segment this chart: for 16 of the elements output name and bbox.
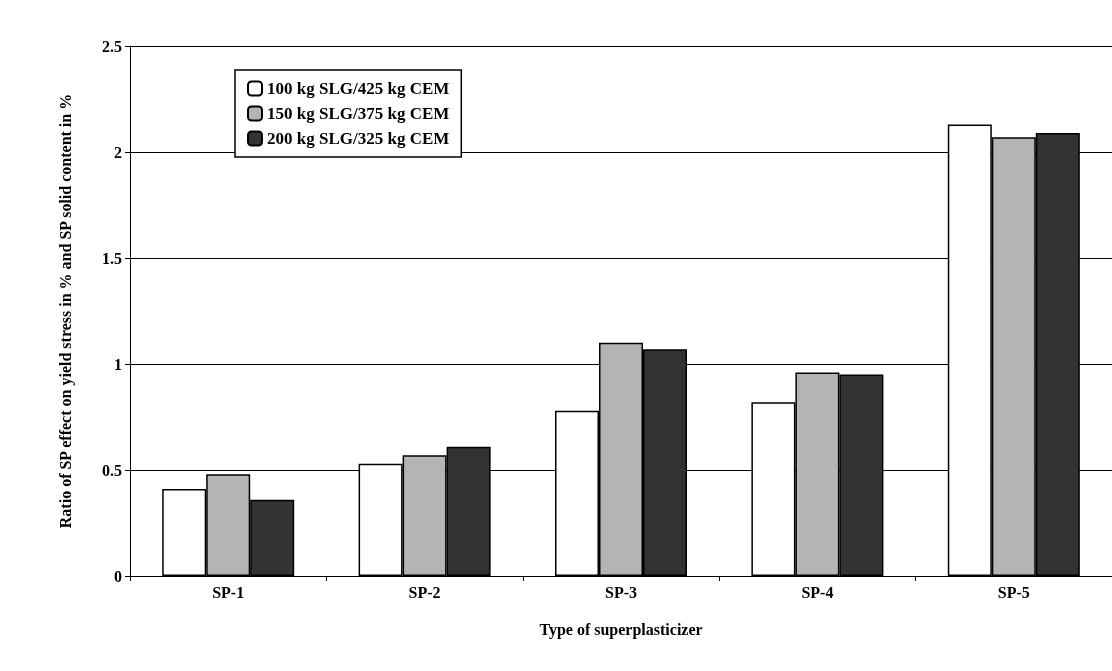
x-tick-label: SP-1 [212,583,245,601]
y-tick-label: 1.5 [102,249,122,267]
x-axis-title: Type of superplasticizer [539,620,703,639]
x-tick-label: SP-5 [997,583,1030,601]
x-tick-label: SP-2 [408,583,441,601]
x-tick-label: SP-3 [605,583,637,601]
y-tick-label: 2.5 [102,37,122,55]
legend-label: 100 kg SLG/425 kg CEM [267,79,450,98]
y-axis-title: Ratio of SP effect on yield stress in % and SP solid content in % [56,93,75,529]
y-tick-label: 0.5 [102,461,122,479]
y-tick-label: 0 [114,567,122,585]
y-tick-label: 2 [114,143,122,161]
y-tick-label: 1 [114,355,122,373]
legend-label: 200 kg SLG/325 kg CEM [267,129,450,148]
legend-label: 150 kg SLG/375 kg CEM [267,104,450,123]
x-tick-label: SP-4 [801,583,834,601]
